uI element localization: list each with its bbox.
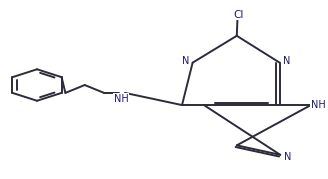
Text: N: N (182, 56, 189, 66)
Text: NH: NH (311, 100, 326, 110)
Text: NH: NH (114, 94, 129, 104)
Text: N: N (283, 56, 290, 66)
Text: N: N (284, 152, 291, 162)
Text: Cl: Cl (234, 10, 244, 20)
